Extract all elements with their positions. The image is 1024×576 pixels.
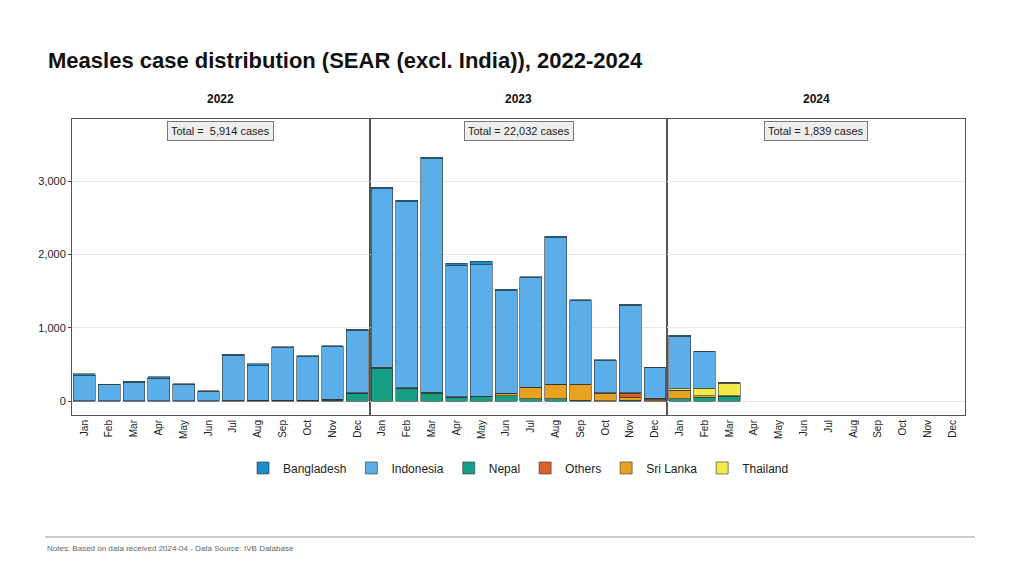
svg-text:2024: 2024 <box>803 92 830 106</box>
svg-text:0: 0 <box>60 395 66 407</box>
svg-text:Bangladesh: Bangladesh <box>283 462 346 476</box>
svg-text:May: May <box>476 420 487 439</box>
svg-text:2023: 2023 <box>505 92 532 106</box>
svg-text:2022: 2022 <box>207 92 234 106</box>
svg-text:Jul: Jul <box>823 420 834 433</box>
svg-text:2,000: 2,000 <box>38 248 66 260</box>
svg-text:Total = 22,032 cases: Total = 22,032 cases <box>468 125 570 137</box>
svg-text:Aug: Aug <box>550 420 561 438</box>
svg-text:Nov: Nov <box>624 420 635 438</box>
svg-text:Aug: Aug <box>252 420 263 438</box>
svg-text:Sep: Sep <box>575 420 586 438</box>
svg-text:Oct: Oct <box>600 420 611 436</box>
svg-text:Jul: Jul <box>525 420 536 433</box>
svg-text:Apr: Apr <box>451 419 462 435</box>
svg-text:Oct: Oct <box>897 420 908 436</box>
svg-text:Nov: Nov <box>922 420 933 438</box>
svg-text:Nov: Nov <box>327 420 338 438</box>
svg-text:Total = 5,914 cases: Total = 5,914 cases <box>171 125 270 137</box>
svg-text:Thailand: Thailand <box>742 462 788 476</box>
svg-text:Jun: Jun <box>500 420 511 436</box>
svg-text:Nepal: Nepal <box>489 462 520 476</box>
svg-text:May: May <box>178 420 189 439</box>
svg-text:Dec: Dec <box>947 420 958 438</box>
svg-text:Mar: Mar <box>426 419 437 437</box>
svg-text:1,000: 1,000 <box>38 322 66 334</box>
svg-text:Feb: Feb <box>699 420 710 438</box>
svg-text:Dec: Dec <box>649 420 660 438</box>
svg-text:Measles case distribution (SEA: Measles case distribution (SEAR (excl. I… <box>48 48 643 73</box>
svg-text:Sep: Sep <box>872 420 883 438</box>
svg-text:Total = 1,839 cases: Total = 1,839 cases <box>768 125 864 137</box>
svg-text:Jan: Jan <box>376 420 387 436</box>
svg-text:Oct: Oct <box>302 420 313 436</box>
svg-text:Feb: Feb <box>401 420 412 438</box>
svg-text:Sri Lanka: Sri Lanka <box>646 462 697 476</box>
svg-text:Jan: Jan <box>674 420 685 436</box>
svg-text:Notes: Based on data received: Notes: Based on data received 2024-04 - … <box>47 544 294 553</box>
svg-text:Mar: Mar <box>724 419 735 437</box>
svg-text:Jun: Jun <box>203 420 214 436</box>
svg-text:Indonesia: Indonesia <box>391 462 443 476</box>
svg-text:Aug: Aug <box>848 420 859 438</box>
svg-text:Sep: Sep <box>277 420 288 438</box>
svg-text:Mar: Mar <box>128 419 139 437</box>
svg-text:Others: Others <box>565 462 601 476</box>
svg-text:Feb: Feb <box>103 420 114 438</box>
svg-text:3,000: 3,000 <box>38 175 66 187</box>
svg-text:Jul: Jul <box>227 420 238 433</box>
svg-text:Jun: Jun <box>798 420 809 436</box>
svg-text:May: May <box>773 420 784 439</box>
svg-text:Dec: Dec <box>352 420 363 438</box>
svg-text:Jan: Jan <box>79 420 90 436</box>
svg-text:Apr: Apr <box>748 419 759 435</box>
svg-text:Apr: Apr <box>153 419 164 435</box>
